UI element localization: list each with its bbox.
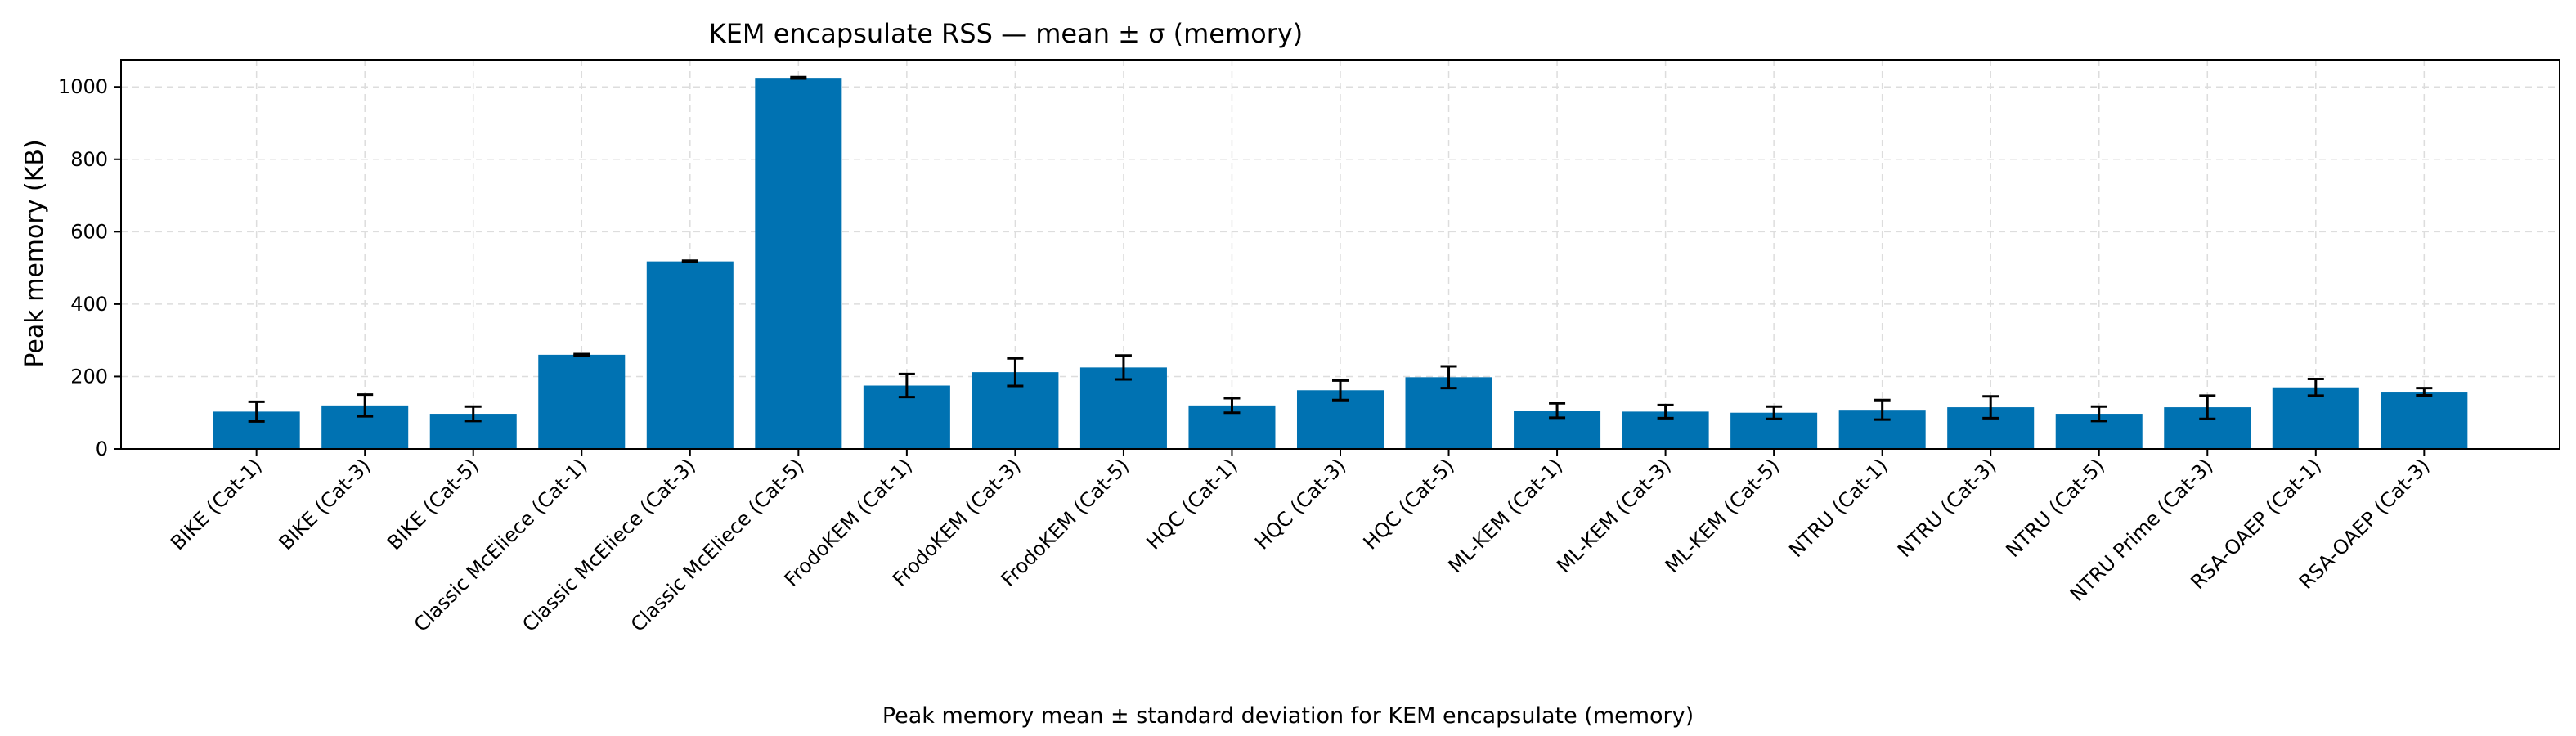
bar [646,261,734,449]
x-tick-label: BIKE (Cat-5) [383,454,483,554]
y-axis-ticks: 0 200 400 600 800 1000 [58,75,121,460]
bar [1079,367,1167,449]
x-tick-label: BIKE (Cat-3) [275,454,375,554]
y-axis-label: Peak memory (KB) [20,139,49,367]
x-tick-label: Classic McEliece (Cat-1) [410,454,592,636]
x-tick-label: NTRU (Cat-5) [2001,454,2109,562]
bar [755,78,842,450]
x-tick-label: NTRU (Cat-1) [1784,454,1892,562]
x-tick-label: ML-KEM (Cat-3) [1552,454,1676,577]
x-tick-label: HQC (Cat-1) [1142,454,1241,554]
chart-title: KEM encapsulate RSS — mean ± σ (memory) [709,18,1304,49]
x-tick-label: NTRU (Cat-3) [1893,454,2001,562]
x-tick-label: Classic McEliece (Cat-5) [626,454,809,636]
y-tick-label: 0 [96,438,108,460]
x-tick-label: ML-KEM (Cat-1) [1444,454,1568,577]
x-tick-label: HQC (Cat-5) [1359,454,1459,554]
plot-area-frame [120,59,2560,450]
y-tick-label: 600 [70,220,108,243]
x-tick-label: ML-KEM (Cat-5) [1661,454,1784,577]
y-tick-label: 200 [70,365,108,388]
figure-caption: Peak memory mean ± standard deviation fo… [882,703,1694,729]
error-bars [248,75,2433,423]
x-tick-label: Classic McEliece (Cat-3) [518,454,700,636]
x-axis-ticks: BIKE (Cat-1) BIKE (Cat-3) BIKE (Cat-5)Clas… [166,449,2435,636]
x-tick-label: HQC (Cat-3) [1250,454,1350,554]
y-tick-label: 400 [70,293,108,316]
y-tick-label: 800 [70,148,108,171]
bar [538,354,626,449]
bar [2272,387,2359,449]
x-tick-label: BIKE (Cat-1) [166,454,267,554]
y-tick-label: 1000 [58,75,108,98]
bar [2381,392,2468,449]
